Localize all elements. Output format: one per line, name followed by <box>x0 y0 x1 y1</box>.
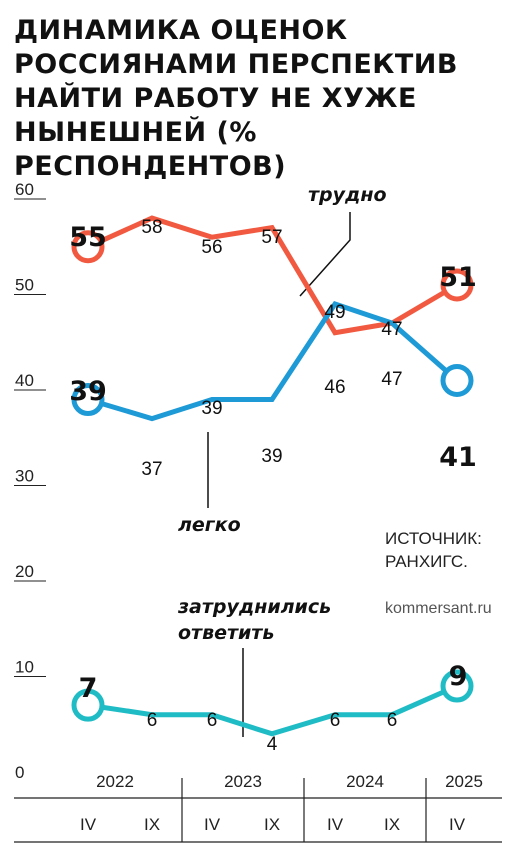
data-label: 6 <box>147 710 158 731</box>
period-label: IV <box>449 815 466 834</box>
endpoint-marker <box>71 230 105 264</box>
period-label: IX <box>384 815 400 834</box>
data-label: 6 <box>330 710 341 731</box>
data-label: 46 <box>324 377 345 398</box>
period-label: IV <box>204 815 221 834</box>
data-label: 4 <box>267 734 278 755</box>
endpoint-marker <box>440 669 474 703</box>
y-tick-label: 10 <box>15 658 34 677</box>
data-label: 57 <box>261 227 282 248</box>
y-tick-label: 40 <box>15 371 34 390</box>
data-label: 41 <box>439 442 477 473</box>
data-label: 47 <box>381 319 402 340</box>
year-label: 2025 <box>445 772 483 791</box>
period-label: IX <box>144 815 160 834</box>
data-label: 56 <box>201 237 222 258</box>
y-tick-label: 0 <box>15 763 24 782</box>
data-label: 39 <box>69 376 107 407</box>
year-label: 2023 <box>224 772 262 791</box>
year-label: 2024 <box>346 772 384 791</box>
source-line2: РАНХИГС. <box>385 552 468 571</box>
series-name-zatrud-line1: затруднились <box>177 596 331 618</box>
data-label: 6 <box>387 710 398 731</box>
data-label: 49 <box>324 302 345 323</box>
series-name-trudno: трудно <box>308 184 387 206</box>
endpoint-marker <box>71 688 105 722</box>
y-tick-label: 60 <box>15 180 34 199</box>
leader-line-trudno <box>299 212 351 297</box>
data-label: 39 <box>201 398 222 419</box>
data-label: 51 <box>439 262 477 293</box>
source-line1: ИСТОЧНИК: <box>385 529 482 548</box>
endpoint-marker <box>71 383 105 417</box>
data-label: 37 <box>141 459 162 480</box>
series-name-legko: легко <box>178 514 241 536</box>
period-label: IV <box>80 815 97 834</box>
data-label: 58 <box>141 217 162 238</box>
data-label: 7 <box>79 673 98 704</box>
period-label: IV <box>327 815 344 834</box>
chart-title: ДИНАМИКА ОЦЕНОК РОССИЯНАМИ ПЕРСПЕКТИВ НА… <box>14 15 458 182</box>
period-label: IX <box>264 815 280 834</box>
y-tick-label: 30 <box>15 467 34 486</box>
endpoint-marker <box>440 363 474 397</box>
series-line-1 <box>87 301 459 422</box>
series-name-zatrud-line2: ответить <box>178 622 274 644</box>
data-label: 47 <box>381 369 402 390</box>
data-label: 55 <box>69 222 107 253</box>
data-label: 39 <box>261 446 282 467</box>
year-label: 2022 <box>96 772 134 791</box>
endpoint-marker <box>440 268 474 302</box>
y-tick-label: 20 <box>15 562 34 581</box>
data-label: 6 <box>207 710 218 731</box>
series-line-2 <box>87 683 459 737</box>
y-tick-label: 50 <box>15 276 34 295</box>
data-label: 9 <box>449 661 468 692</box>
site-credit: kommersant.ru <box>385 600 492 617</box>
